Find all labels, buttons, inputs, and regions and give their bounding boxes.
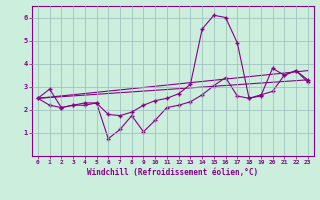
X-axis label: Windchill (Refroidissement éolien,°C): Windchill (Refroidissement éolien,°C) [87, 168, 258, 177]
